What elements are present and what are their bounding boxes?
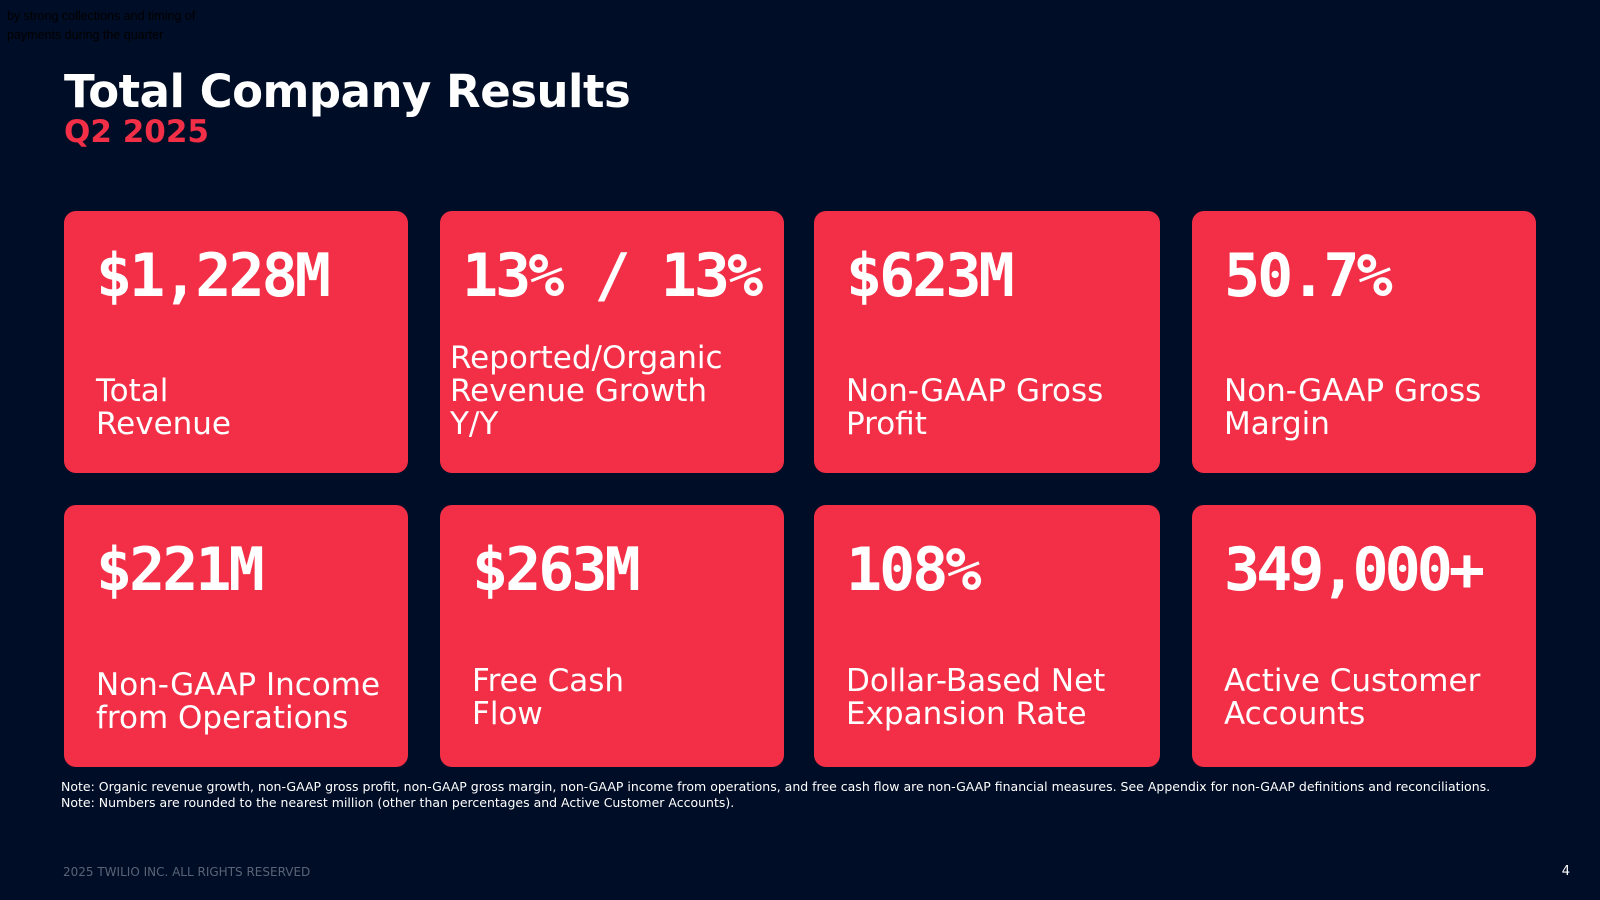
kpi-label: Non-GAAP Gross Margin (1224, 373, 1482, 442)
footnotes: Note: Organic revenue growth, non-GAAP g… (61, 779, 1490, 810)
kpi-card-net-expansion-rate: 108% Dollar-Based Net Expansion Rate (814, 505, 1160, 767)
kpi-card-free-cash-flow: $263M Free Cash Flow (440, 505, 784, 767)
kpi-label: Non-GAAP Income from Operations (96, 667, 381, 736)
title-block: Total Company Results Q2 2025 (64, 64, 631, 150)
kpi-label: Reported/Organic Revenue Growth Y/Y (450, 340, 723, 442)
footnote-non-gaap: Note: Organic revenue growth, non-GAAP g… (61, 779, 1491, 794)
kpi-label: Total Revenue (96, 373, 232, 442)
kpi-value: 13% / 13% (462, 241, 763, 311)
kpi-value: 108% (846, 535, 981, 605)
kpi-card-gross-margin: 50.7% Non-GAAP Gross Margin (1192, 211, 1536, 473)
kpi-value: $1,228M (96, 241, 331, 311)
overflow-note-text: by strong collections and timing of paym… (7, 9, 196, 42)
kpi-value: 50.7% (1224, 241, 1393, 311)
kpi-label: Active Customer Accounts (1224, 663, 1481, 732)
copyright-text: 2025 TWILIO INC. ALL RIGHTS RESERVED (63, 865, 311, 879)
page-title: Total Company Results (64, 65, 631, 118)
kpi-card-income-from-operations: $221M Non-GAAP Income from Operations (64, 505, 408, 767)
kpi-value: $221M (96, 535, 265, 605)
page-number: 4 (1561, 864, 1570, 879)
kpi-value: $623M (846, 241, 1015, 311)
kpi-label: Free Cash Flow (472, 663, 625, 732)
kpi-label: Dollar-Based Net Expansion Rate (846, 663, 1106, 732)
kpi-card-total-revenue: $1,228M Total Revenue (64, 211, 408, 473)
page-subtitle: Q2 2025 (64, 114, 209, 150)
kpi-card-revenue-growth: 13% / 13% Reported/Organic Revenue Growt… (440, 211, 784, 473)
kpi-label: Non-GAAP Gross Profit (846, 373, 1104, 442)
kpi-card-gross-profit: $623M Non-GAAP Gross Profit (814, 211, 1160, 473)
footnote-rounding: Note: Numbers are rounded to the nearest… (61, 794, 735, 810)
kpi-value: $263M (472, 535, 641, 605)
kpi-card-active-customer-accounts: 349,000+ Active Customer Accounts (1192, 505, 1536, 767)
kpi-value: 349,000+ (1224, 535, 1485, 605)
